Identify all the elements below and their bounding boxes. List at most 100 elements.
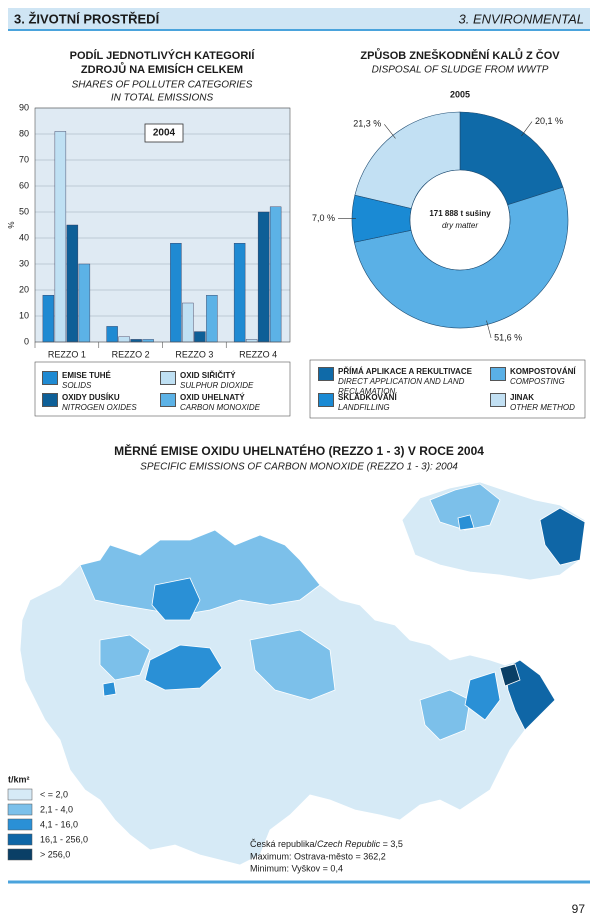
leader-line bbox=[521, 121, 533, 137]
legend-name-en: COMPOSTING bbox=[510, 377, 565, 386]
annotation: 2004 bbox=[153, 128, 176, 139]
y-tick-label: 60 bbox=[19, 180, 29, 190]
x-tick-label: REZZO 3 bbox=[175, 349, 213, 359]
legend-entry: OXID SIŘIČITÝ SULPHUR DIOXIDE bbox=[180, 371, 280, 391]
map-legend-unit: t/km² bbox=[8, 774, 30, 784]
y-axis-label: % bbox=[7, 221, 16, 228]
bar bbox=[78, 263, 91, 343]
value-label: 21,3 % bbox=[353, 119, 381, 129]
map-legend-label: 4,1 - 16,0 bbox=[40, 819, 78, 829]
pie-title: ZPŮSOB ZNEŠKODNĚNÍ KALŮ Z ČOV bbox=[360, 48, 560, 62]
y-tick-label: 30 bbox=[19, 258, 29, 268]
legend-name-en: DIRECT APPLICATION AND LAND RECLAMATION bbox=[338, 377, 465, 396]
value-label: 51,6 % bbox=[494, 332, 522, 342]
note-part: Czech Republic bbox=[317, 839, 381, 849]
map-title: MĚRNÉ EMISE OXIDU UHELNATÉHO (REZZO 1 - … bbox=[114, 443, 484, 458]
bar bbox=[233, 242, 246, 343]
legend-name: PŘÍMÁ APLIKACE A REKULTIVACE bbox=[338, 367, 472, 376]
legend-entry: JINAK OTHER METHOD bbox=[510, 393, 592, 413]
legend-name-en: NITROGEN OXIDES bbox=[62, 403, 137, 412]
legend-name-en: SULPHUR DIOXIDE bbox=[180, 381, 254, 390]
legend-entry: SKLÁDKOVÁNÍ LANDFILLING bbox=[338, 393, 480, 413]
note-part: Česká republika/ bbox=[250, 839, 318, 849]
legend-name: JINAK bbox=[510, 393, 535, 402]
legend-swatch bbox=[490, 393, 506, 407]
legend-name: OXID SIŘIČITÝ bbox=[180, 371, 236, 380]
legend-name: EMISE TUHÉ bbox=[62, 371, 111, 380]
bar bbox=[42, 295, 55, 343]
leader-line bbox=[486, 320, 492, 339]
legend-entry: PŘÍMÁ APLIKACE A REKULTIVACE DIRECT APPLI… bbox=[338, 367, 480, 397]
x-tick-label: REZZO 1 bbox=[48, 349, 86, 359]
pie-legend-box bbox=[309, 359, 586, 419]
region bbox=[457, 514, 475, 531]
bar bbox=[106, 326, 118, 343]
pie-subtitle: DISPOSAL OF SLUDGE FROM WWTP bbox=[372, 65, 549, 76]
leader-line bbox=[384, 124, 396, 139]
legend-swatch bbox=[42, 371, 58, 385]
map-note: Minimum: Vyškov = 0,4 bbox=[250, 863, 343, 873]
legend-name: OXID UHELNATÝ bbox=[180, 393, 245, 402]
page-number: 97 bbox=[572, 902, 586, 916]
bar bbox=[269, 206, 282, 343]
header-right: 3. ENVIRONMENTAL bbox=[459, 11, 584, 26]
map-subtitle: SPECIFIC EMISSIONS OF CARBON MONOXIDE (R… bbox=[140, 462, 458, 473]
header-left: 3. ŽIVOTNÍ PROSTŘEDÍ bbox=[14, 11, 160, 26]
center-label: 171 888 t sušiny bbox=[429, 209, 491, 218]
y-tick-label: 70 bbox=[19, 154, 29, 164]
legend-name-en: CARBON MONOXIDE bbox=[180, 403, 261, 412]
y-tick-label: 80 bbox=[19, 128, 29, 138]
bar-subtitle: SHARES OF POLLUTER CATEGORIES bbox=[72, 80, 253, 91]
center-label: dry matter bbox=[442, 221, 478, 230]
region bbox=[429, 483, 501, 531]
map-legend-label: < = 2,0 bbox=[40, 789, 68, 799]
region bbox=[419, 689, 471, 741]
legend-entry: EMISE TUHÉ SOLIDS bbox=[62, 371, 162, 391]
region bbox=[102, 681, 117, 697]
bar bbox=[245, 339, 258, 343]
region bbox=[499, 663, 521, 687]
legend-name: KOMPOSTOVÁNÍ bbox=[510, 367, 576, 376]
map bbox=[19, 481, 586, 866]
region bbox=[249, 629, 336, 701]
bar bbox=[142, 339, 154, 343]
region bbox=[151, 577, 201, 621]
value-label: 20,1 % bbox=[535, 116, 563, 126]
legend-swatch bbox=[160, 371, 176, 385]
region bbox=[464, 671, 501, 721]
x-tick-label: REZZO 2 bbox=[112, 349, 150, 359]
bar bbox=[182, 302, 194, 343]
legend-name: OXIDY DUSÍKU bbox=[62, 393, 120, 402]
y-tick-label: 90 bbox=[19, 102, 29, 112]
y-tick-label: 10 bbox=[19, 310, 29, 320]
region bbox=[539, 507, 586, 566]
legend-swatch bbox=[490, 367, 506, 381]
bar-title: ZDROJŮ NA EMISÍCH CELKEM bbox=[81, 62, 243, 76]
annotation-box bbox=[144, 123, 184, 143]
legend-swatch bbox=[318, 393, 334, 407]
bar bbox=[194, 331, 206, 343]
y-tick-label: 50 bbox=[19, 206, 29, 216]
legend-entry: OXID UHELNATÝ CARBON MONOXIDE bbox=[180, 393, 280, 413]
bar bbox=[54, 131, 67, 343]
bar-title: PODÍL JEDNOTLIVÝCH KATEGORIÍ bbox=[70, 49, 256, 62]
map-legend-label: 16,1 - 256,0 bbox=[40, 834, 88, 844]
y-tick-label: 0 bbox=[24, 336, 29, 346]
legend-swatch bbox=[42, 393, 58, 407]
region bbox=[79, 529, 321, 616]
map-note: Česká republika/Czech Republic = 3,5 bbox=[250, 839, 403, 849]
region bbox=[99, 634, 151, 681]
y-tick-label: 20 bbox=[19, 284, 29, 294]
legend-swatch bbox=[318, 367, 334, 381]
legend-name: SKLÁDKOVÁNÍ bbox=[338, 393, 397, 402]
map-legend-label: 2,1 - 4,0 bbox=[40, 804, 73, 814]
bar-legend-box bbox=[34, 361, 291, 417]
bar bbox=[170, 242, 182, 343]
legend-entry: KOMPOSTOVÁNÍ COMPOSTING bbox=[510, 367, 592, 387]
value-label: 7,0 % bbox=[312, 213, 335, 223]
y-tick-label: 40 bbox=[19, 232, 29, 242]
legend-entry: OXIDY DUSÍKU NITROGEN OXIDES bbox=[62, 393, 162, 413]
bar bbox=[257, 211, 270, 343]
